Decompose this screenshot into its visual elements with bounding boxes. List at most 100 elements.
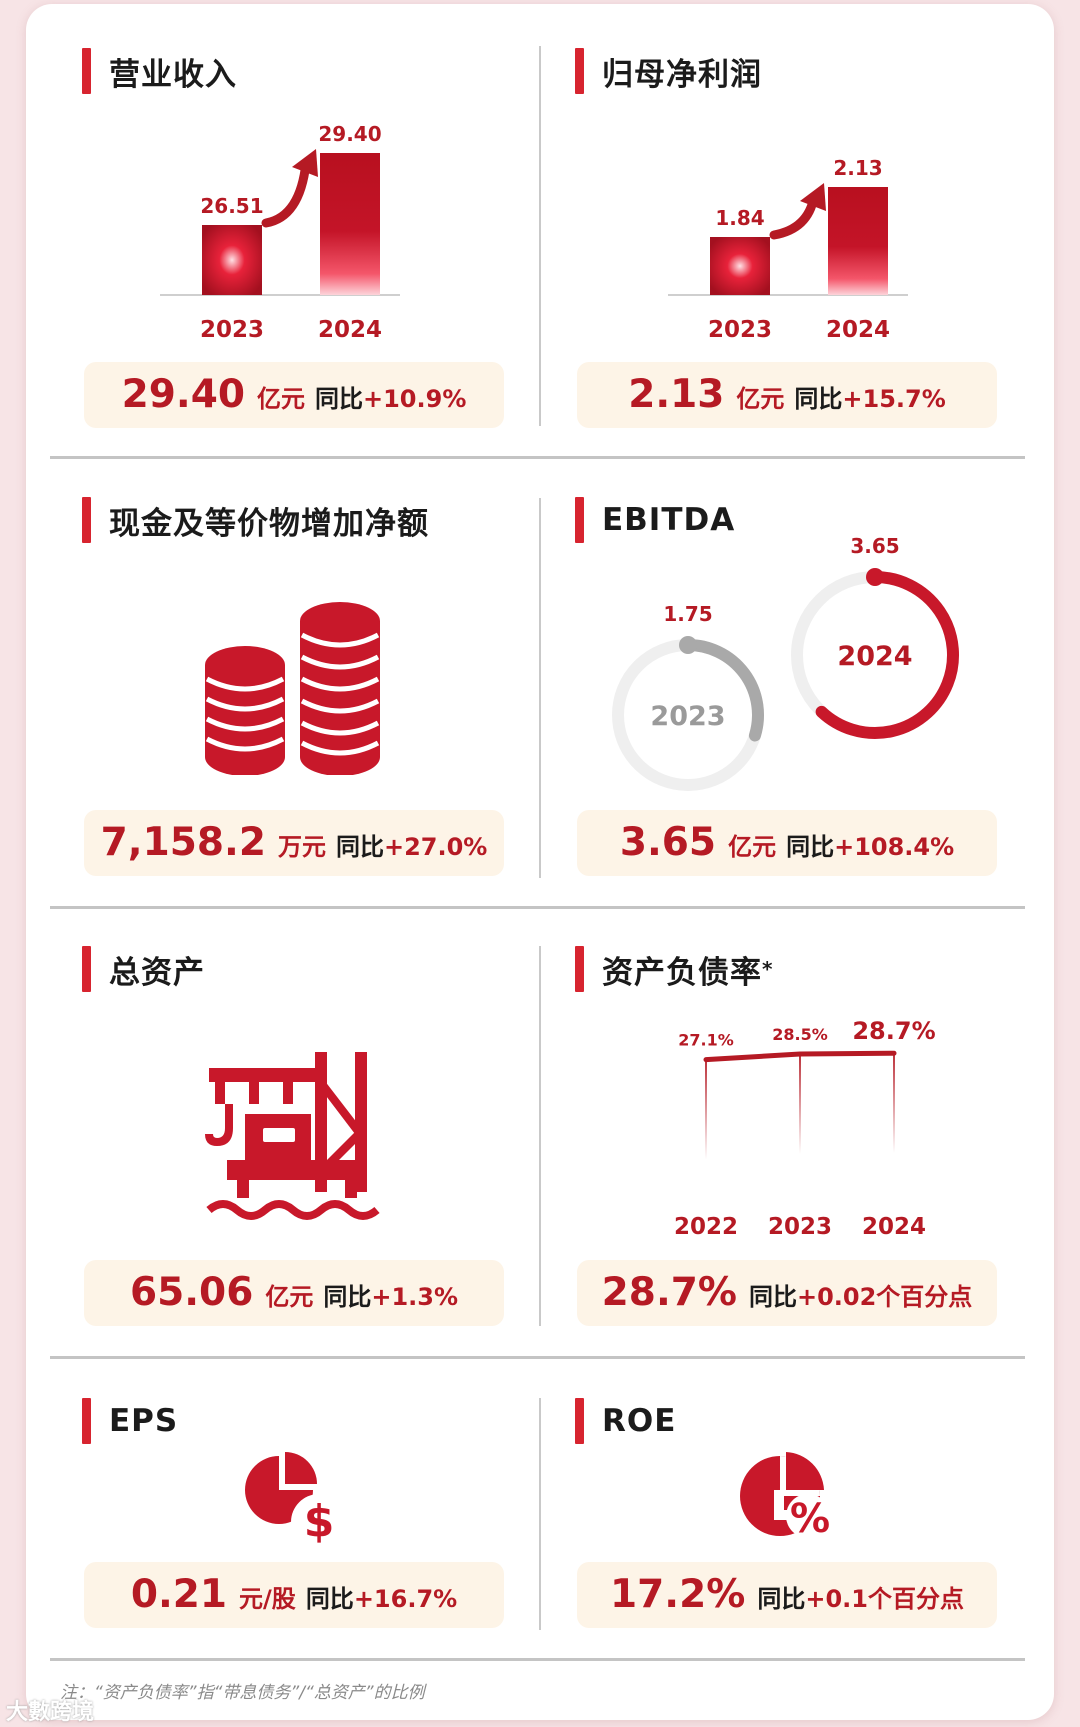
net-profit-value: 2.13: [628, 372, 725, 417]
roe-title: ROE: [575, 1398, 676, 1444]
title-accent-bar: [575, 946, 584, 992]
total-assets-summary: 65.06 亿元 同比 +1.3%: [84, 1260, 504, 1326]
cash-summary: 7,158.2 万元 同比 +27.0%: [84, 810, 504, 876]
x-tick-2024: 2024: [862, 1214, 926, 1240]
roe-value: 17.2%: [610, 1572, 746, 1617]
ring-arc-2024: [815, 571, 959, 739]
ring-year-2024: 2024: [837, 641, 912, 672]
eps-unit: 元/股: [239, 1585, 296, 1613]
growth-arrow-head: [292, 149, 318, 177]
revenue-unit: 亿元: [257, 385, 305, 413]
net-profit-title-text: 归母净利润: [602, 56, 762, 93]
debt-ratio-line: [703, 1050, 897, 1063]
growth-arrow: [261, 158, 311, 228]
bar-2023: [710, 237, 770, 295]
drop-line-2022: [705, 1059, 707, 1160]
debt-ratio-value: 28.7%: [601, 1270, 737, 1315]
watermark: 大數跨境: [6, 1700, 95, 1725]
eps-yoy: +16.7%: [353, 1585, 458, 1613]
eps-summary: 0.21 元/股 同比 +16.7%: [84, 1562, 504, 1628]
revenue-title-text: 营业收入: [109, 56, 237, 93]
svg-text:$: $: [304, 1496, 335, 1547]
ebitda-ring-chart: 1.75 2023 3.65 2024: [612, 534, 959, 791]
title-accent-bar: [575, 497, 584, 543]
ebitda-title-text: EBITDA: [602, 502, 736, 538]
total-assets-yoy-label: 同比: [323, 1283, 372, 1311]
eps-yoy-label: 同比: [305, 1585, 354, 1613]
column-divider: [539, 1398, 541, 1630]
title-accent-bar: [575, 1398, 584, 1444]
bar-label-2023: 1.84: [715, 206, 764, 230]
revenue-yoy: +10.9%: [363, 385, 467, 413]
svg-text:%: %: [790, 1496, 830, 1542]
total-assets-value: 65.06: [129, 1270, 254, 1315]
column-divider: [539, 46, 541, 426]
ring-value-2024: 3.65: [850, 534, 899, 558]
roe-title-text: ROE: [602, 1403, 677, 1439]
total-assets-title: 总资产: [82, 946, 205, 992]
eps-title: EPS: [82, 1398, 178, 1444]
bar-label-2024: 2.13: [833, 156, 882, 180]
drop-line-2024: [893, 1053, 895, 1154]
debt-ratio-yoy: +0.02个百分点: [796, 1283, 973, 1311]
bar-2023: [202, 225, 262, 295]
title-accent-bar: [575, 48, 584, 94]
ebitda-yoy: +108.4%: [834, 833, 955, 861]
row-divider: [50, 1356, 1025, 1359]
offshore-platform-icon: [205, 1052, 380, 1220]
point-label-2023: 28.5%: [772, 1025, 828, 1044]
roe-yoy: +0.1个百分点: [805, 1585, 964, 1613]
net-profit-yoy: +15.7%: [842, 385, 946, 413]
ring-value-2023: 1.75: [663, 602, 712, 626]
ebitda-unit: 亿元: [728, 833, 777, 861]
x-tick-2023: 2023: [708, 317, 772, 343]
net-profit-unit: 亿元: [736, 385, 785, 413]
debt-ratio-title: 资产负债率 *: [575, 946, 773, 992]
bar-2024: [828, 187, 888, 295]
coin-stack-icon: [205, 602, 380, 775]
total-assets-unit: 亿元: [265, 1283, 314, 1311]
eps-title-text: EPS: [109, 1403, 179, 1439]
cash-value: 7,158.2: [100, 820, 266, 865]
debt-ratio-yoy-label: 同比: [748, 1283, 797, 1311]
debt-ratio-summary: 28.7% 同比 +0.02个百分点: [577, 1260, 997, 1326]
x-tick-2024: 2024: [318, 317, 382, 343]
row-divider: [50, 456, 1025, 459]
x-tick-2024: 2024: [826, 317, 890, 343]
net-profit-yoy-label: 同比: [794, 385, 843, 413]
revenue-summary: 29.40 亿元 同比 +10.9%: [84, 362, 504, 428]
cash-title-text: 现金及等价物增加净额: [109, 505, 429, 542]
total-assets-title-text: 总资产: [109, 954, 205, 991]
ebitda-value: 3.65: [619, 820, 717, 865]
ring-year-2023: 2023: [650, 701, 725, 732]
net-profit-summary: 2.13 亿元 同比 +15.7%: [577, 362, 997, 428]
ebitda-summary: 3.65 亿元 同比 +108.4%: [577, 810, 997, 876]
cash-yoy-label: 同比: [335, 833, 384, 861]
roe-summary: 17.2% 同比 +0.1个百分点: [577, 1562, 997, 1628]
x-tick-2023: 2023: [200, 317, 264, 343]
revenue-bar-chart: 26.51 2023 29.40 2024: [160, 122, 400, 343]
x-tick-2023: 2023: [768, 1214, 832, 1240]
ring-dot-2024: [866, 568, 884, 586]
row-divider: [50, 906, 1025, 909]
footnote: 注：“资产负债率”指“带息债务”/“总资产”的比例: [60, 1683, 425, 1703]
debt-ratio-title-text: 资产负债率: [602, 954, 762, 991]
column-divider: [539, 498, 541, 878]
cash-unit: 万元: [277, 833, 326, 861]
bar-2024: [320, 153, 380, 295]
growth-arrow-head: [800, 183, 826, 211]
net-profit-title: 归母净利润: [575, 48, 762, 94]
title-accent-bar: [82, 946, 91, 992]
debt-ratio-footnote-mark: *: [762, 957, 774, 981]
total-assets-yoy: +1.3%: [371, 1283, 459, 1311]
revenue-yoy-label: 同比: [315, 385, 363, 413]
point-label-2022: 27.1%: [678, 1031, 734, 1050]
pie-dollar-icon: $: [245, 1452, 343, 1550]
debt-ratio-line-chart: 27.1% 2022 28.5% 2023 28.7% 2024: [674, 1017, 936, 1240]
cash-title: 现金及等价物增加净额: [82, 497, 429, 543]
point-label-2024: 28.7%: [852, 1017, 935, 1045]
ebitda-yoy-label: 同比: [786, 833, 835, 861]
x-tick-2022: 2022: [674, 1214, 738, 1240]
ring-arc-2023: [682, 639, 764, 742]
row-divider: [50, 1658, 1025, 1661]
